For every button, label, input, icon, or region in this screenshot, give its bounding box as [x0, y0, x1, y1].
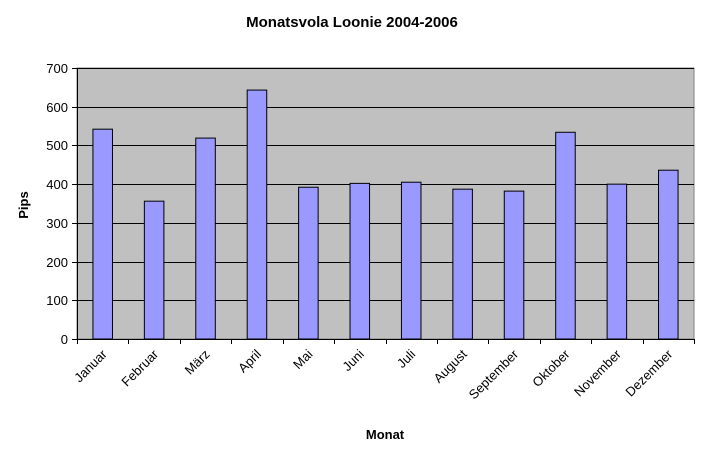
x-tick-label: April	[235, 346, 264, 375]
x-tick-label: September	[466, 346, 522, 402]
x-tick-label: Januar	[71, 346, 110, 385]
bar-april	[246, 89, 268, 340]
y-tick-label: 700	[46, 61, 68, 76]
bar-m-rz	[195, 137, 216, 340]
x-tick-label: November	[571, 346, 624, 399]
bar-september	[503, 190, 525, 340]
y-tick-label: 500	[46, 138, 68, 153]
axes	[72, 68, 695, 344]
x-tick-label: Oktober	[529, 346, 573, 390]
x-tick-label: März	[182, 347, 213, 378]
x-axis-title: Monat	[366, 427, 405, 442]
x-tick-label: August	[431, 346, 470, 385]
y-tick-label: 400	[46, 177, 68, 192]
bar-juli	[400, 181, 422, 340]
bar-mai	[298, 186, 319, 340]
bar-januar	[92, 128, 113, 340]
bar-november	[606, 183, 628, 340]
y-tick-label: 200	[46, 255, 68, 270]
gridlines	[77, 68, 694, 301]
x-tick-label: Juli	[394, 346, 418, 370]
y-axis-title: Pips	[16, 191, 31, 218]
bar-februar	[143, 200, 165, 340]
bar-oktober	[555, 131, 576, 340]
y-tick-label: 300	[46, 216, 68, 231]
x-tick-label: Juni	[339, 346, 367, 374]
x-tick-label: Dezember	[622, 346, 675, 399]
plot-area	[76, 67, 695, 340]
y-tick-label: 600	[46, 100, 68, 115]
bar-juni	[349, 182, 371, 340]
bar-august	[452, 188, 473, 340]
x-tick-labels: Januar Februar März April Mai Juni Juli AugustS…	[71, 346, 676, 402]
y-tick-label: 100	[46, 293, 68, 308]
y-tick-label: 0	[61, 332, 68, 347]
bar-dezember	[658, 169, 679, 340]
y-tick-labels: 0 100 200 300 400 500 600 700	[46, 61, 68, 347]
bars	[92, 89, 679, 340]
x-tick-label: Februar	[118, 346, 161, 389]
chart-title: Monatsvola Loonie 2004-2006	[246, 14, 458, 31]
x-tick-label: Mai	[290, 346, 315, 371]
